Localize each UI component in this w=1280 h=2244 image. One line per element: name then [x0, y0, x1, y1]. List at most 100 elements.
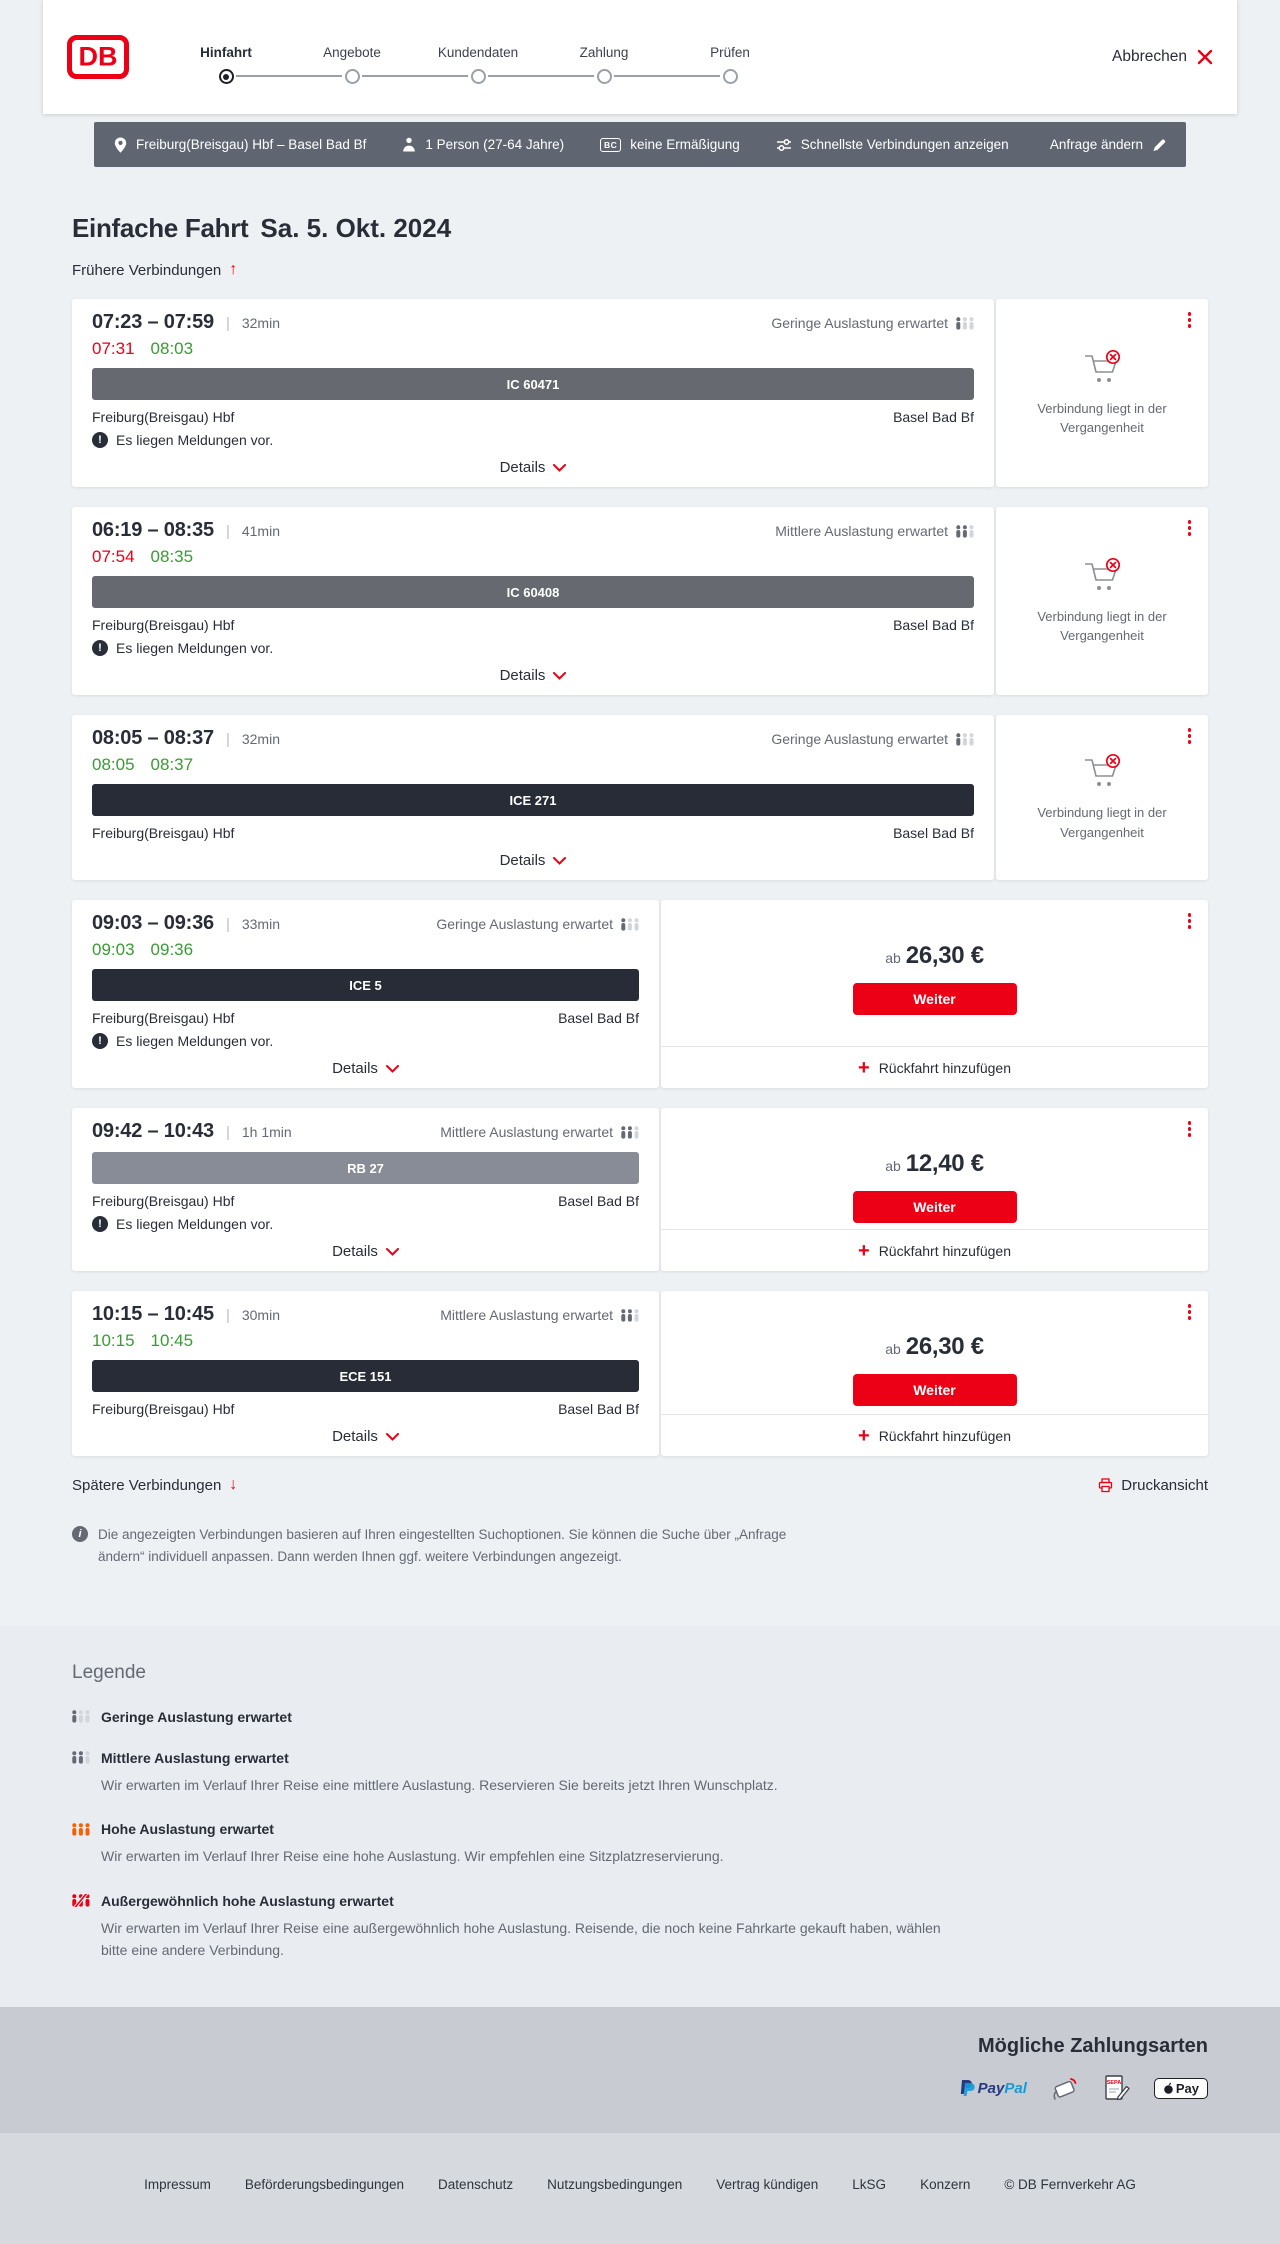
connection-main[interactable]: 09:03 – 09:36 | 33min Geringe Auslastung…	[72, 900, 659, 1089]
step-dot	[596, 69, 612, 84]
sepa-direct-debit-icon: SEPA	[1105, 2075, 1130, 2101]
realtime-arrival: 08:37	[150, 755, 194, 775]
step-dot	[470, 69, 486, 84]
continue-button[interactable]: Weiter	[852, 1374, 1017, 1407]
step-pruefen[interactable]: Prüfen	[667, 44, 793, 84]
svg-text:DB: DB	[79, 42, 118, 72]
footer-link-impressum[interactable]: Impressum	[144, 2177, 211, 2193]
cart-unavailable-icon	[1085, 754, 1121, 787]
kebab-menu-icon[interactable]	[1186, 911, 1194, 931]
cart-unavailable-icon	[1085, 557, 1121, 590]
occupancy-medium-icon	[72, 1751, 90, 1764]
occupancy-medium-icon	[621, 1126, 639, 1139]
price-value: 12,40 €	[905, 1150, 984, 1178]
footer-link-vertrag-kuendigen[interactable]: Vertrag kündigen	[716, 2177, 819, 2193]
results-area: Einfache Fahrt Sa. 5. Okt. 2024 Frühere …	[72, 213, 1208, 1626]
destination-station: Basel Bad Bf	[893, 617, 974, 634]
query-route-label: Freiburg(Breisgau) Hbf – Basel Bad Bf	[136, 137, 367, 152]
legend-item-description: Wir erwarten im Verlauf Ihrer Reise eine…	[101, 1776, 778, 1793]
footer-link-nutzungsbedingungen[interactable]: Nutzungsbedingungen	[547, 2177, 683, 2193]
info-note: i Die angezeigten Verbindungen basieren …	[72, 1524, 1208, 1625]
cancel-button[interactable]: Abbrechen	[1112, 48, 1213, 66]
train-label: ECE 151	[339, 1368, 392, 1384]
origin-station: Freiburg(Breisgau) Hbf	[92, 1010, 235, 1027]
footer-link-konzern[interactable]: Konzern	[920, 2177, 971, 2193]
occupancy-high-icon	[72, 1822, 90, 1836]
footer-link-lksg[interactable]: LkSG	[852, 2177, 887, 2193]
kebab-menu-icon[interactable]	[1186, 1119, 1194, 1139]
duration: 41min	[241, 523, 280, 540]
apple-pay-icon: Pay	[1153, 2077, 1208, 2099]
time-range: 08:05 – 08:37	[92, 727, 214, 750]
train-band: RB 27	[92, 1152, 639, 1185]
legend-item-label: Hohe Auslastung erwartet	[101, 1821, 274, 1838]
connection-card: 06:19 – 08:35 | 41min Mittlere Auslastun…	[72, 507, 1208, 696]
step-zahlung[interactable]: Zahlung	[541, 44, 720, 84]
details-toggle[interactable]: Details	[92, 1417, 639, 1456]
query-discount: BC keine Ermäßigung	[600, 137, 740, 152]
realtime-departure: 10:15	[92, 1331, 135, 1351]
later-connections-link[interactable]: Spätere Verbindungen ↓	[72, 1476, 237, 1494]
info-icon: i	[72, 1526, 88, 1543]
footer-link-datenschutz[interactable]: Datenschutz	[438, 2177, 514, 2193]
continue-button[interactable]: Weiter	[852, 983, 1017, 1016]
bahncard-icon: BC	[600, 137, 622, 152]
occupancy-low-icon	[956, 317, 974, 330]
query-filter[interactable]: Schnellste Verbindungen anzeigen	[776, 137, 1009, 152]
train-band: IC 60471	[92, 368, 974, 401]
step-kundendaten[interactable]: Kundendaten	[415, 44, 594, 84]
realtime-arrival: 08:03	[150, 339, 194, 359]
realtime-departure: 07:54	[92, 547, 135, 567]
print-view-label: Druckansicht	[1121, 1476, 1208, 1494]
destination-station: Basel Bad Bf	[558, 1401, 639, 1418]
origin-station: Freiburg(Breisgau) Hbf	[92, 409, 235, 426]
step-label: Angebote	[323, 45, 381, 60]
connection-main[interactable]: 10:15 – 10:45 | 30min Mittlere Auslastun…	[72, 1291, 659, 1457]
occupancy: Mittlere Auslastung erwartet	[440, 1307, 639, 1323]
kebab-menu-icon[interactable]	[1186, 726, 1194, 746]
earlier-connections-link[interactable]: Frühere Verbindungen ↑	[72, 261, 237, 279]
connection-main[interactable]: 07:23 – 07:59 | 32min Geringe Auslastung…	[72, 299, 994, 488]
details-toggle[interactable]: Details	[92, 841, 974, 880]
add-return-button[interactable]: + Rückfahrt hinzufügen	[661, 1229, 1208, 1271]
details-toggle[interactable]: Details	[92, 1232, 639, 1271]
connection-card: 09:03 – 09:36 | 33min Geringe Auslastung…	[72, 900, 1208, 1089]
connection-side-panel: ab 12,40 € Weiter + Rückfahrt hinzufügen	[661, 1108, 1208, 1272]
notice: ! Es liegen Meldungen vor.	[92, 640, 974, 657]
details-label: Details	[499, 667, 546, 685]
print-view-link[interactable]: Druckansicht	[1098, 1477, 1208, 1494]
header: DB Hinfahrt Angebote Kundendaten Zahlung…	[43, 0, 1237, 114]
kebab-menu-icon[interactable]	[1186, 1302, 1194, 1322]
connection-main[interactable]: 08:05 – 08:37 | 32min Geringe Auslastung…	[72, 715, 994, 881]
step-hinfahrt[interactable]: Hinfahrt	[163, 44, 342, 84]
add-return-label: Rückfahrt hinzufügen	[878, 1427, 1011, 1444]
add-return-button[interactable]: + Rückfahrt hinzufügen	[661, 1046, 1208, 1088]
occupancy-label: Geringe Auslastung erwartet	[771, 731, 948, 748]
connection-card: 08:05 – 08:37 | 32min Geringe Auslastung…	[72, 715, 1208, 881]
add-return-label: Rückfahrt hinzufügen	[878, 1059, 1011, 1076]
legend-item: Geringe Auslastung erwartet	[72, 1709, 1208, 1725]
warning-icon: !	[92, 640, 108, 657]
details-toggle[interactable]: Details	[92, 1049, 639, 1088]
query-discount-label: keine Ermäßigung	[630, 137, 740, 152]
kebab-menu-icon[interactable]	[1186, 310, 1194, 330]
add-return-button[interactable]: + Rückfahrt hinzufügen	[661, 1414, 1208, 1456]
footer-link-befoerderungsbedingungen[interactable]: Beförderungsbedingungen	[244, 2177, 405, 2193]
legend-item: Außergewöhnlich hohe Auslastung erwartet	[72, 1893, 1208, 1909]
details-toggle[interactable]: Details	[92, 656, 974, 695]
connection-main[interactable]: 06:19 – 08:35 | 41min Mittlere Auslastun…	[72, 507, 994, 696]
apple-pay-label: Pay	[1175, 2080, 1199, 2096]
step-angebote[interactable]: Angebote	[289, 44, 468, 84]
kebab-menu-icon[interactable]	[1186, 518, 1194, 538]
connection-main[interactable]: 09:42 – 10:43 | 1h 1min Mittlere Auslast…	[72, 1108, 659, 1272]
cart-unavailable-icon	[1085, 349, 1121, 382]
continue-button[interactable]: Weiter	[852, 1191, 1017, 1224]
change-request-button[interactable]: Anfrage ändern	[1050, 137, 1166, 152]
add-return-label: Rückfahrt hinzufügen	[878, 1242, 1011, 1259]
time-range: 06:19 – 08:35	[92, 519, 214, 542]
occupancy: Geringe Auslastung erwartet	[436, 916, 639, 932]
duration: 1h 1min	[241, 1124, 292, 1141]
chevron-down-icon	[553, 856, 567, 865]
details-toggle[interactable]: Details	[92, 448, 974, 487]
details-label: Details	[332, 1060, 378, 1078]
